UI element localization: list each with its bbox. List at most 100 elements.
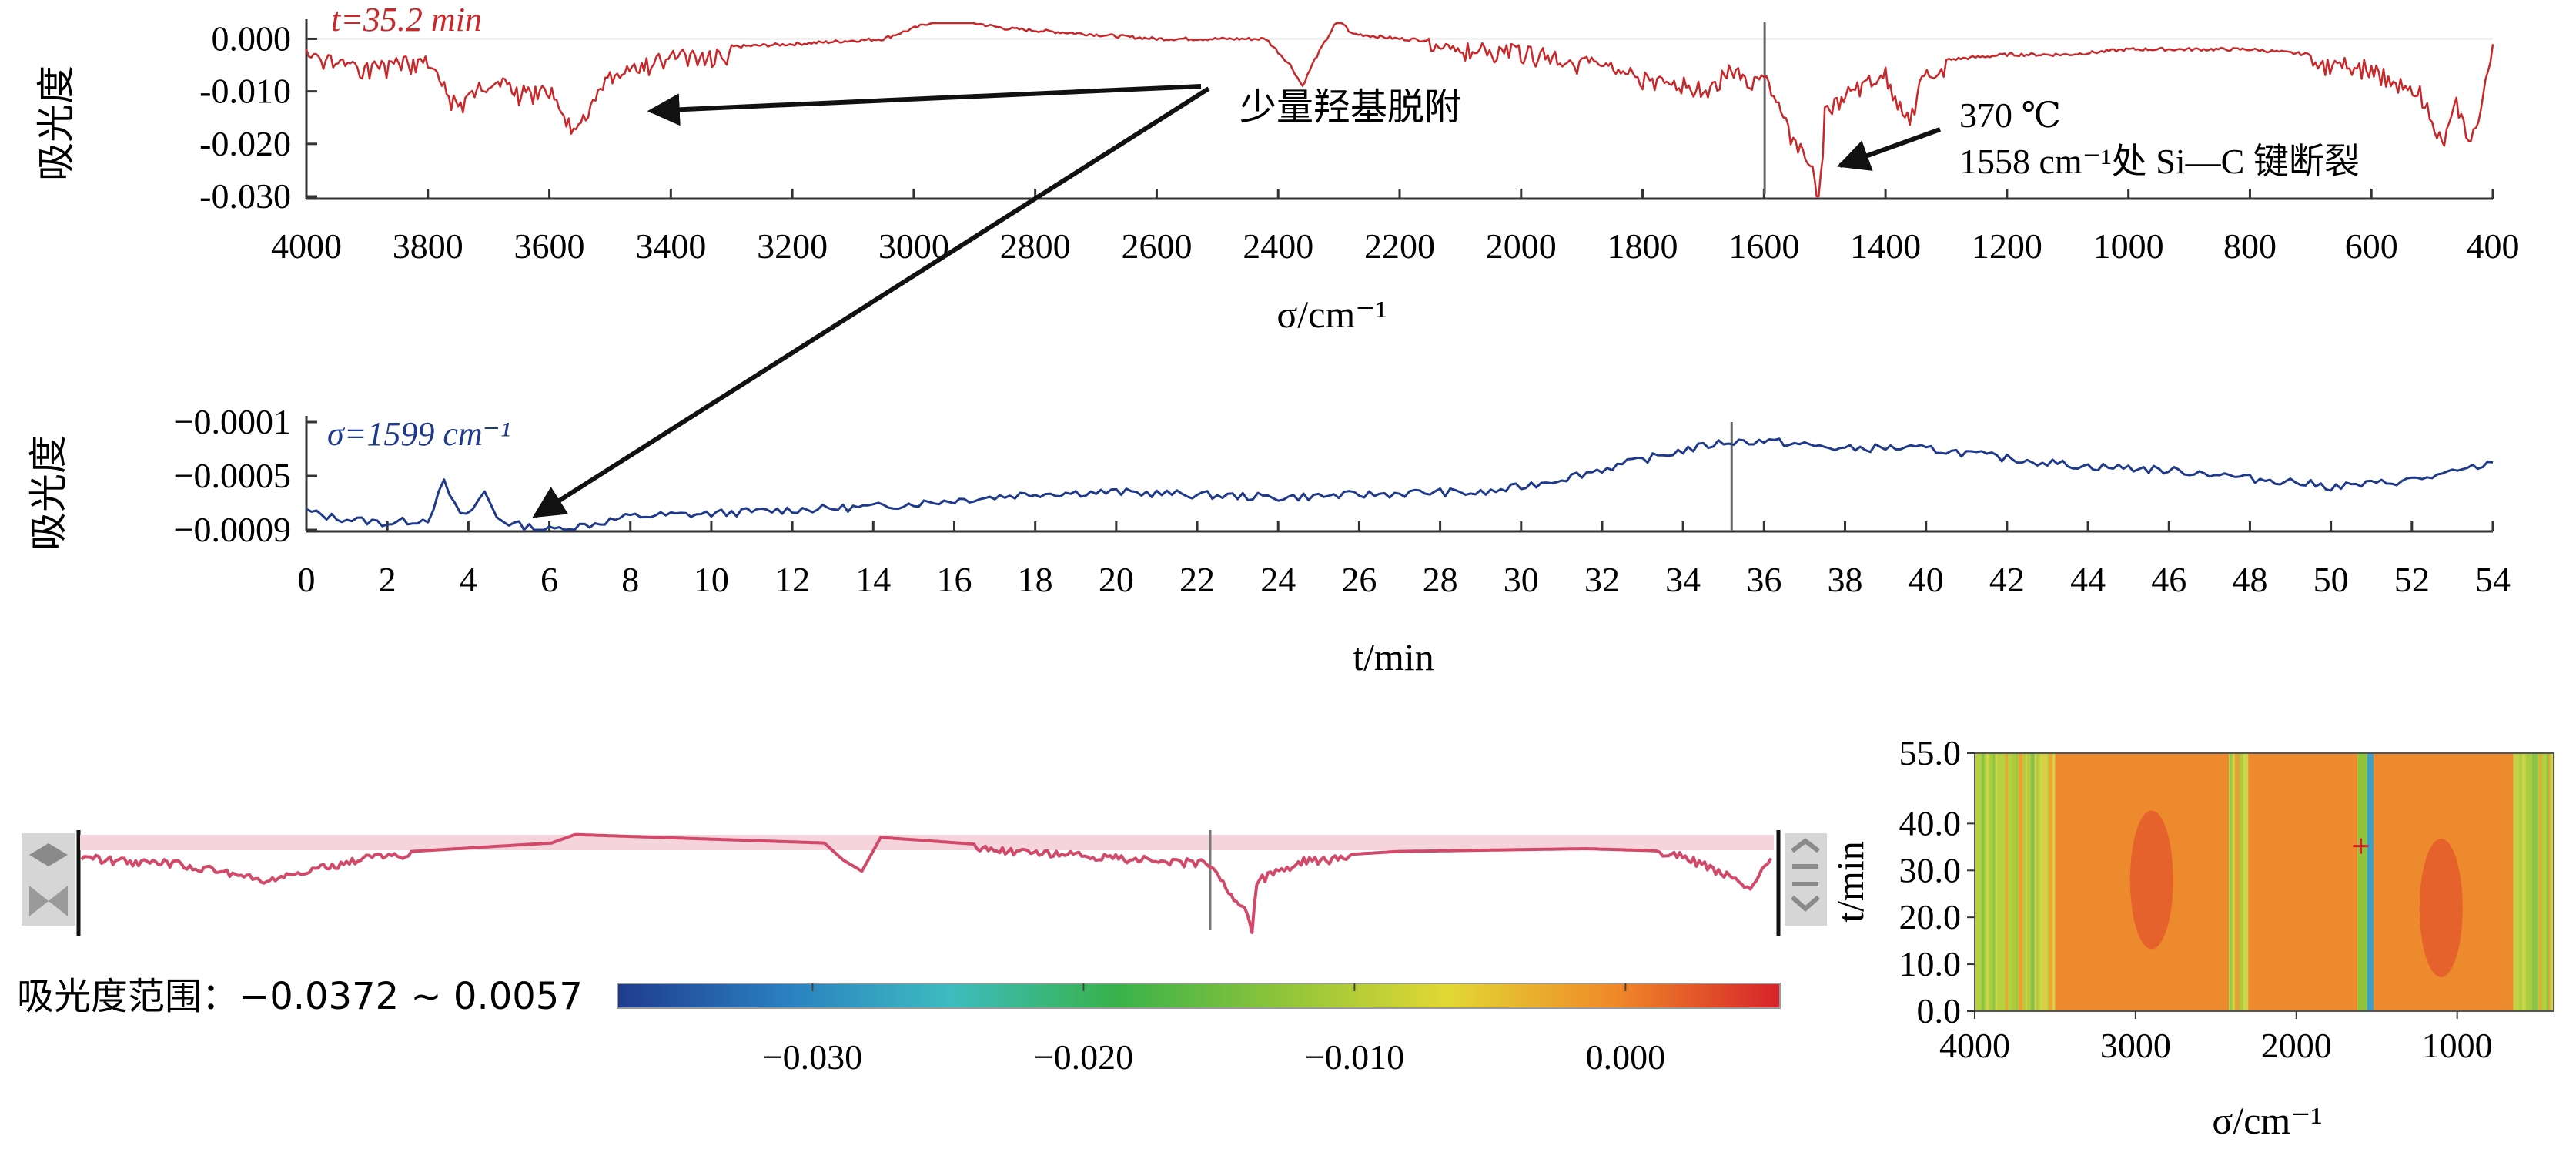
- heatmap-band: [2367, 753, 2374, 1011]
- time-profile-x-tick-label: 36: [1746, 560, 1781, 599]
- heatmap-y-ticks: 0.0 10.0 20.0 30.0 40.0 55.0: [1899, 733, 1975, 1030]
- swap-up-icon[interactable]: [1791, 838, 1820, 869]
- heatmap-stripe: [2027, 753, 2029, 1011]
- time-profile-x-tick-label: 30: [1504, 560, 1539, 599]
- spectrum-x-tick-label: 2200: [1364, 226, 1435, 266]
- overview-panel: [22, 830, 1827, 936]
- time-profile-x-tick-label: 10: [694, 560, 729, 599]
- spectrum-x-tick-label: 800: [2223, 226, 2277, 266]
- heatmap-y-tick-label: 40.0: [1899, 803, 1962, 842]
- spectrum-x-tick-label: 3800: [393, 226, 463, 266]
- heatmap-x-tick-label: 2000: [2261, 1026, 2332, 1065]
- heatmap-stripe: [2049, 753, 2053, 1011]
- swap-down-icon[interactable]: [1791, 882, 1820, 913]
- spectrum-x-tick-label: 400: [2467, 226, 2520, 266]
- heatmap-band: [2248, 753, 2358, 1011]
- time-profile-x-tick-label: 0: [298, 560, 316, 599]
- heatmap-stripe: [2018, 753, 2022, 1011]
- heatmap-y-tick-label: 20.0: [1899, 897, 1962, 936]
- time-profile-x-tick-label: 42: [1989, 560, 2025, 599]
- heatmap-y-tick-label: 0.0: [1917, 991, 1962, 1030]
- collapse-icon[interactable]: [29, 886, 68, 916]
- annotations: 少量羟基脱附 370 ℃ 1558 cm⁻¹处 Si—C 键断裂: [532, 84, 2360, 518]
- right-nav-handle[interactable]: [1785, 833, 1827, 926]
- heatmap-stripe: [2029, 753, 2032, 1011]
- arrow-to-time-profile: [532, 86, 1210, 518]
- heatmap-stripe: [2547, 753, 2549, 1011]
- spectrum-x-tick-label: 3400: [635, 226, 706, 266]
- heatmap-stripe: [2527, 753, 2531, 1011]
- heatmap-hot-region: [2419, 839, 2463, 977]
- time-profile-x-tick-label: 26: [1341, 560, 1377, 599]
- colorbar-tick-label: 0.000: [1586, 1037, 1666, 1077]
- time-profile-x-tick-label: 20: [1099, 560, 1134, 599]
- spectrum-x-tick-label: 3600: [514, 226, 585, 266]
- time-profile-x-ticks: 0 2 4 6 8 10 12 14 16 18 20 22 24 26 28 30 32 34 36 38 40 42 4…: [298, 521, 2511, 599]
- expand-icon[interactable]: [29, 843, 68, 866]
- heatmap-ylabel: t/min: [1828, 841, 1872, 923]
- heatmap-hot-region: [2129, 810, 2173, 950]
- heatmap-cursor[interactable]: [2353, 838, 2369, 854]
- time-profile-x-tick-label: 8: [621, 560, 639, 599]
- time-profile-panel: 吸光度 σ=1599 cm⁻¹ −0.0001 −0.0005 −0.0009 0 2…: [26, 402, 2511, 678]
- spectrum-x-ticks: 4000 3800 3600 3400 3200 3000 2800 2600 2400 2200…: [271, 189, 2520, 266]
- spectrum-x-tick-label: 2600: [1121, 226, 1192, 266]
- time-profile-x-tick-label: 44: [2070, 560, 2106, 599]
- heatmap-stripe: [2232, 753, 2235, 1011]
- heatmap-frame: [1974, 752, 2554, 1012]
- colorbar-ticks: −0.030 −0.020 −0.010 0.000: [763, 983, 1665, 1077]
- time-profile-x-tick-label: 34: [1665, 560, 1701, 599]
- colorbar-tick-label: −0.020: [1034, 1037, 1133, 1077]
- spectrum-series-label: t=35.2 min: [331, 1, 482, 39]
- time-profile-x-tick-label: 38: [1828, 560, 1863, 599]
- heatmap-stripe: [1996, 753, 1998, 1011]
- spectrum-y-tick-label: 0.000: [212, 18, 292, 58]
- heatmap-stripe: [2544, 753, 2548, 1011]
- arrow-to-spectrum: [647, 84, 1202, 126]
- heatmap-x-tick-label: 4000: [1939, 1026, 2010, 1065]
- time-profile-y-ticks: −0.0001 −0.0005 −0.0009: [174, 402, 317, 549]
- time-profile-y-tick-label: −0.0001: [174, 402, 291, 441]
- heatmap-stripe: [2521, 753, 2525, 1011]
- heatmap-stripe: [2230, 753, 2233, 1011]
- time-profile-x-tick-label: 2: [379, 560, 396, 599]
- heatmap-y-tick-label: 10.0: [1899, 944, 1962, 983]
- heatmap-y-tick-label: 30.0: [1899, 850, 1962, 889]
- heatmap-stripe: [1991, 753, 1994, 1011]
- heatmap-stripe: [2005, 753, 2009, 1011]
- heatmap-stripes: [1981, 753, 2555, 1011]
- spectrum-x-tick-label: 2800: [1000, 226, 1071, 266]
- heatmap-stripe: [2234, 753, 2238, 1011]
- colorbar-tick-label: −0.030: [763, 1037, 862, 1077]
- heatmap-stripe: [2531, 753, 2534, 1011]
- annotation-si-c: 1558 cm⁻¹处 Si—C 键断裂: [1959, 142, 2360, 181]
- spectrum-x-tick-label: 4000: [271, 226, 342, 266]
- time-profile-x-tick-label: 24: [1260, 560, 1296, 599]
- heatmap-stripe: [2525, 753, 2528, 1011]
- spectrum-y-tick-label: -0.010: [199, 72, 291, 111]
- time-profile-x-tick-label: 46: [2151, 560, 2186, 599]
- heatmap-stripe: [2022, 753, 2026, 1011]
- heatmap-y-tick-label: 55.0: [1899, 733, 1962, 772]
- heatmap-stripe: [2030, 753, 2034, 1011]
- heatmap-stripe: [2541, 753, 2545, 1011]
- spectrum-x-tick-label: 2000: [1486, 226, 1557, 266]
- heatmap-bands: [1975, 753, 2554, 1011]
- overview-baseline-band: [80, 835, 1774, 850]
- time-profile-x-tick-label: 54: [2475, 560, 2511, 599]
- colorbar-tick-label: −0.010: [1305, 1037, 1404, 1077]
- time-profile-xlabel: t/min: [1353, 635, 1434, 678]
- time-profile-x-tick-label: 4: [460, 560, 477, 599]
- spectrum-x-tick-label: 1000: [2093, 226, 2164, 266]
- time-profile-series-label: σ=1599 cm⁻¹: [327, 415, 510, 453]
- heatmap-panel: 0.0 10.0 20.0 30.0 40.0 55.0 4000 3000 2000 1000…: [1828, 733, 2555, 1142]
- spectrum-x-tick-label: 3200: [757, 226, 828, 266]
- time-profile-ylabel: 吸光度: [26, 435, 71, 551]
- heatmap-stripe: [2533, 753, 2538, 1011]
- time-profile-y-tick-label: −0.0005: [174, 456, 291, 495]
- spectrum-x-tick-label: 600: [2345, 226, 2398, 266]
- heatmap-stripe: [2538, 753, 2541, 1011]
- time-profile-x-tick-label: 6: [540, 560, 558, 599]
- spectrum-y-tick-label: -0.030: [199, 176, 291, 216]
